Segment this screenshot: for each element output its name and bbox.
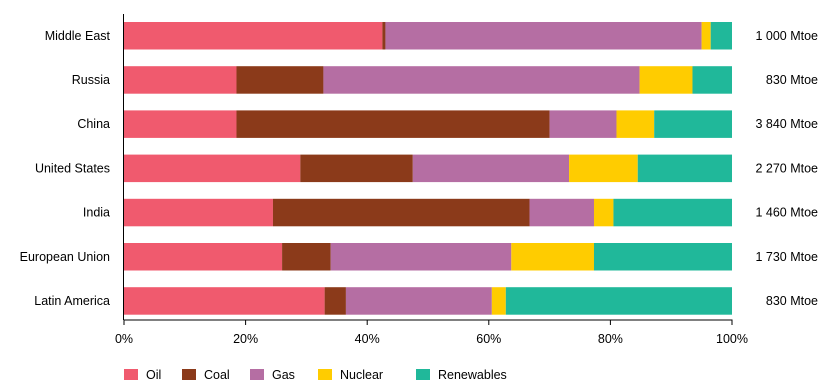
total-label: 1 460 Mtoe	[755, 206, 818, 220]
x-tick-label: 0%	[115, 332, 133, 346]
legend-swatch-oil	[124, 369, 138, 380]
category-label: India	[83, 206, 110, 220]
legend-label-coal: Coal	[204, 368, 230, 382]
bar-segment-renewables-2	[654, 110, 732, 138]
bar-segment-renewables-3	[637, 154, 732, 183]
bar-segment-oil-5	[124, 243, 283, 271]
legend-label-nuclear: Nuclear	[340, 368, 383, 382]
legend-swatch-coal	[182, 369, 196, 380]
bar-segment-renewables-0	[710, 22, 732, 50]
category-label: China	[77, 117, 110, 131]
legend-label-gas: Gas	[272, 368, 295, 382]
bar-segment-coal-1	[236, 66, 324, 94]
bars-group	[124, 22, 732, 315]
legend-swatch-gas	[250, 369, 264, 380]
legend-swatch-nuclear	[318, 369, 332, 380]
bar-segment-gas-5	[330, 243, 512, 271]
legend-label-renewables: Renewables	[438, 368, 507, 382]
bar-segment-coal-2	[236, 110, 550, 138]
x-tick-label: 20%	[233, 332, 258, 346]
x-tick-label: 40%	[355, 332, 380, 346]
total-label: 830 Mtoe	[766, 294, 818, 308]
bar-segment-oil-4	[124, 198, 273, 227]
bar-segment-gas-3	[412, 154, 570, 183]
bar-segment-nuclear-2	[616, 110, 655, 138]
bar-segment-gas-1	[323, 66, 640, 94]
category-label: United States	[35, 161, 110, 175]
x-tick-label: 60%	[476, 332, 501, 346]
bar-segment-oil-6	[124, 287, 325, 315]
bar-segment-coal-6	[324, 287, 346, 315]
bar-segment-coal-4	[272, 198, 530, 227]
total-label: 2 270 Mtoe	[755, 161, 818, 175]
bar-segment-nuclear-3	[569, 154, 638, 183]
bar-segment-oil-0	[124, 22, 383, 50]
bar-segment-coal-3	[300, 154, 413, 183]
bar-segment-nuclear-4	[593, 198, 614, 227]
legend-swatch-renewables	[416, 369, 430, 380]
category-label: Russia	[72, 73, 110, 87]
bar-segment-gas-0	[385, 22, 702, 50]
bar-segment-oil-2	[124, 110, 237, 138]
x-axis-ticks: 0% 20% 40% 60% 80% 100%	[115, 320, 748, 346]
x-tick-label: 80%	[598, 332, 623, 346]
total-labels: 1 000 Mtoe 830 Mtoe 3 840 Mtoe 2 270 Mtoe 1 …	[755, 29, 818, 308]
x-tick-label: 100%	[716, 332, 748, 346]
bar-segment-oil-1	[124, 66, 237, 94]
category-label: Middle East	[45, 29, 111, 43]
bar-segment-renewables-4	[613, 198, 732, 227]
bar-segment-gas-6	[345, 287, 492, 315]
bar-segment-renewables-6	[505, 287, 732, 315]
category-labels: Middle East Russia China United States India…	[20, 29, 111, 308]
bar-segment-renewables-5	[593, 243, 732, 271]
bar-segment-gas-4	[529, 198, 594, 227]
bar-segment-nuclear-1	[639, 66, 693, 94]
bar-segment-nuclear-5	[511, 243, 594, 271]
total-label: 830 Mtoe	[766, 73, 818, 87]
bar-segment-coal-5	[282, 243, 331, 271]
legend-label-oil: Oil	[146, 368, 161, 382]
bar-segment-gas-2	[549, 110, 617, 138]
bar-segment-oil-3	[124, 154, 301, 183]
total-label: 1 000 Mtoe	[755, 29, 818, 43]
bar-segment-renewables-1	[692, 66, 732, 94]
category-label: Latin America	[34, 294, 110, 308]
total-label: 3 840 Mtoe	[755, 117, 818, 131]
total-label: 1 730 Mtoe	[755, 250, 818, 264]
category-label: European Union	[20, 250, 110, 264]
bar-segment-nuclear-6	[491, 287, 506, 315]
bar-segment-coal-0	[382, 22, 386, 50]
bar-segment-nuclear-0	[701, 22, 711, 50]
legend: Oil Coal Gas Nuclear Renewables	[124, 368, 507, 382]
